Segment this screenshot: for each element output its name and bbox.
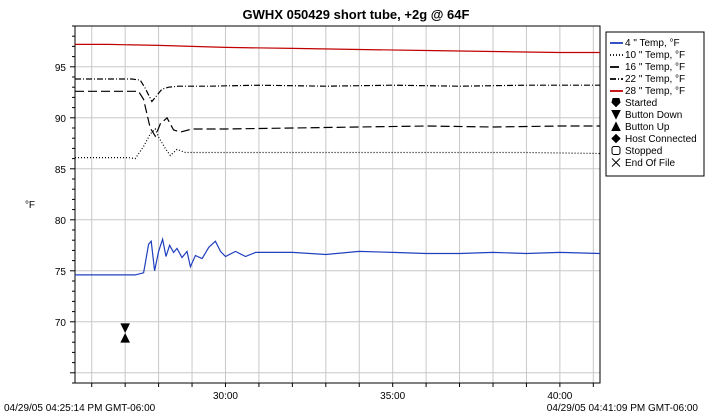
minor-ticks — [70, 25, 594, 387]
y-tick-label: 80 — [55, 216, 67, 227]
series-line-1 — [75, 236, 600, 276]
y-tick-label: 85 — [55, 165, 67, 176]
legend-label: 28 " Temp, °F — [625, 86, 685, 97]
grid — [75, 26, 600, 383]
y-tick-label: 75 — [55, 267, 67, 278]
series-line-2 — [75, 127, 600, 160]
plot-area — [74, 25, 601, 384]
y-tick-label: 70 — [55, 318, 67, 329]
legend-x-icon — [611, 158, 621, 167]
chart-title: GWHX 050429 short tube, +2g @ 64F — [243, 7, 470, 22]
event-marker-triangle-down — [120, 323, 130, 334]
event-layer — [120, 323, 130, 343]
legend-label: 16 " Temp, °F — [625, 62, 685, 73]
legend-started-icon — [611, 98, 621, 108]
y-axis: 70 75 80 85 90 95 — [55, 63, 67, 329]
legend-label: Host Connected — [625, 134, 697, 145]
legend-square-open-icon — [611, 146, 621, 155]
event-marker-triangle-up — [120, 333, 130, 343]
x-tick-label: 35:00 — [380, 391, 405, 402]
x-tick-label: 40:00 — [547, 391, 572, 402]
x-tick-label: 30:00 — [213, 391, 238, 402]
legend-x-icon-stroke — [611, 158, 621, 167]
legend-label: Started — [625, 98, 657, 109]
legend-label: Button Up — [625, 122, 670, 133]
series-layer — [75, 43, 600, 276]
legend-triangle-up-icon — [611, 121, 621, 131]
legend-box — [605, 31, 705, 177]
y-tick-label: 95 — [55, 63, 67, 74]
legend: 4 " Temp, °F10 " Temp, °F16 " Temp, °F22… — [605, 31, 705, 177]
legend-label: 4 " Temp, °F — [625, 38, 680, 49]
time-end-label: 04/29/05 04:41:09 PM GMT-06:00 — [547, 403, 699, 414]
legend-diamond-icon — [611, 133, 621, 144]
series-line-3 — [75, 90, 600, 138]
series-line-5 — [75, 43, 600, 54]
legend-label: 10 " Temp, °F — [625, 50, 685, 61]
y-axis-label: °F — [25, 200, 35, 211]
legend-label: Stopped — [625, 146, 662, 157]
legend-label: End Of File — [625, 158, 675, 169]
legend-label: 22 " Temp, °F — [625, 74, 685, 85]
x-axis: 30:00 35:00 40:00 — [213, 391, 573, 402]
legend-triangle-down-icon — [611, 110, 621, 120]
legend-label: Button Down — [625, 110, 682, 121]
y-tick-label: 90 — [55, 114, 67, 125]
series-line-4 — [75, 78, 600, 103]
time-start-label: 04/29/05 04:25:14 PM GMT-06:00 — [4, 403, 156, 414]
